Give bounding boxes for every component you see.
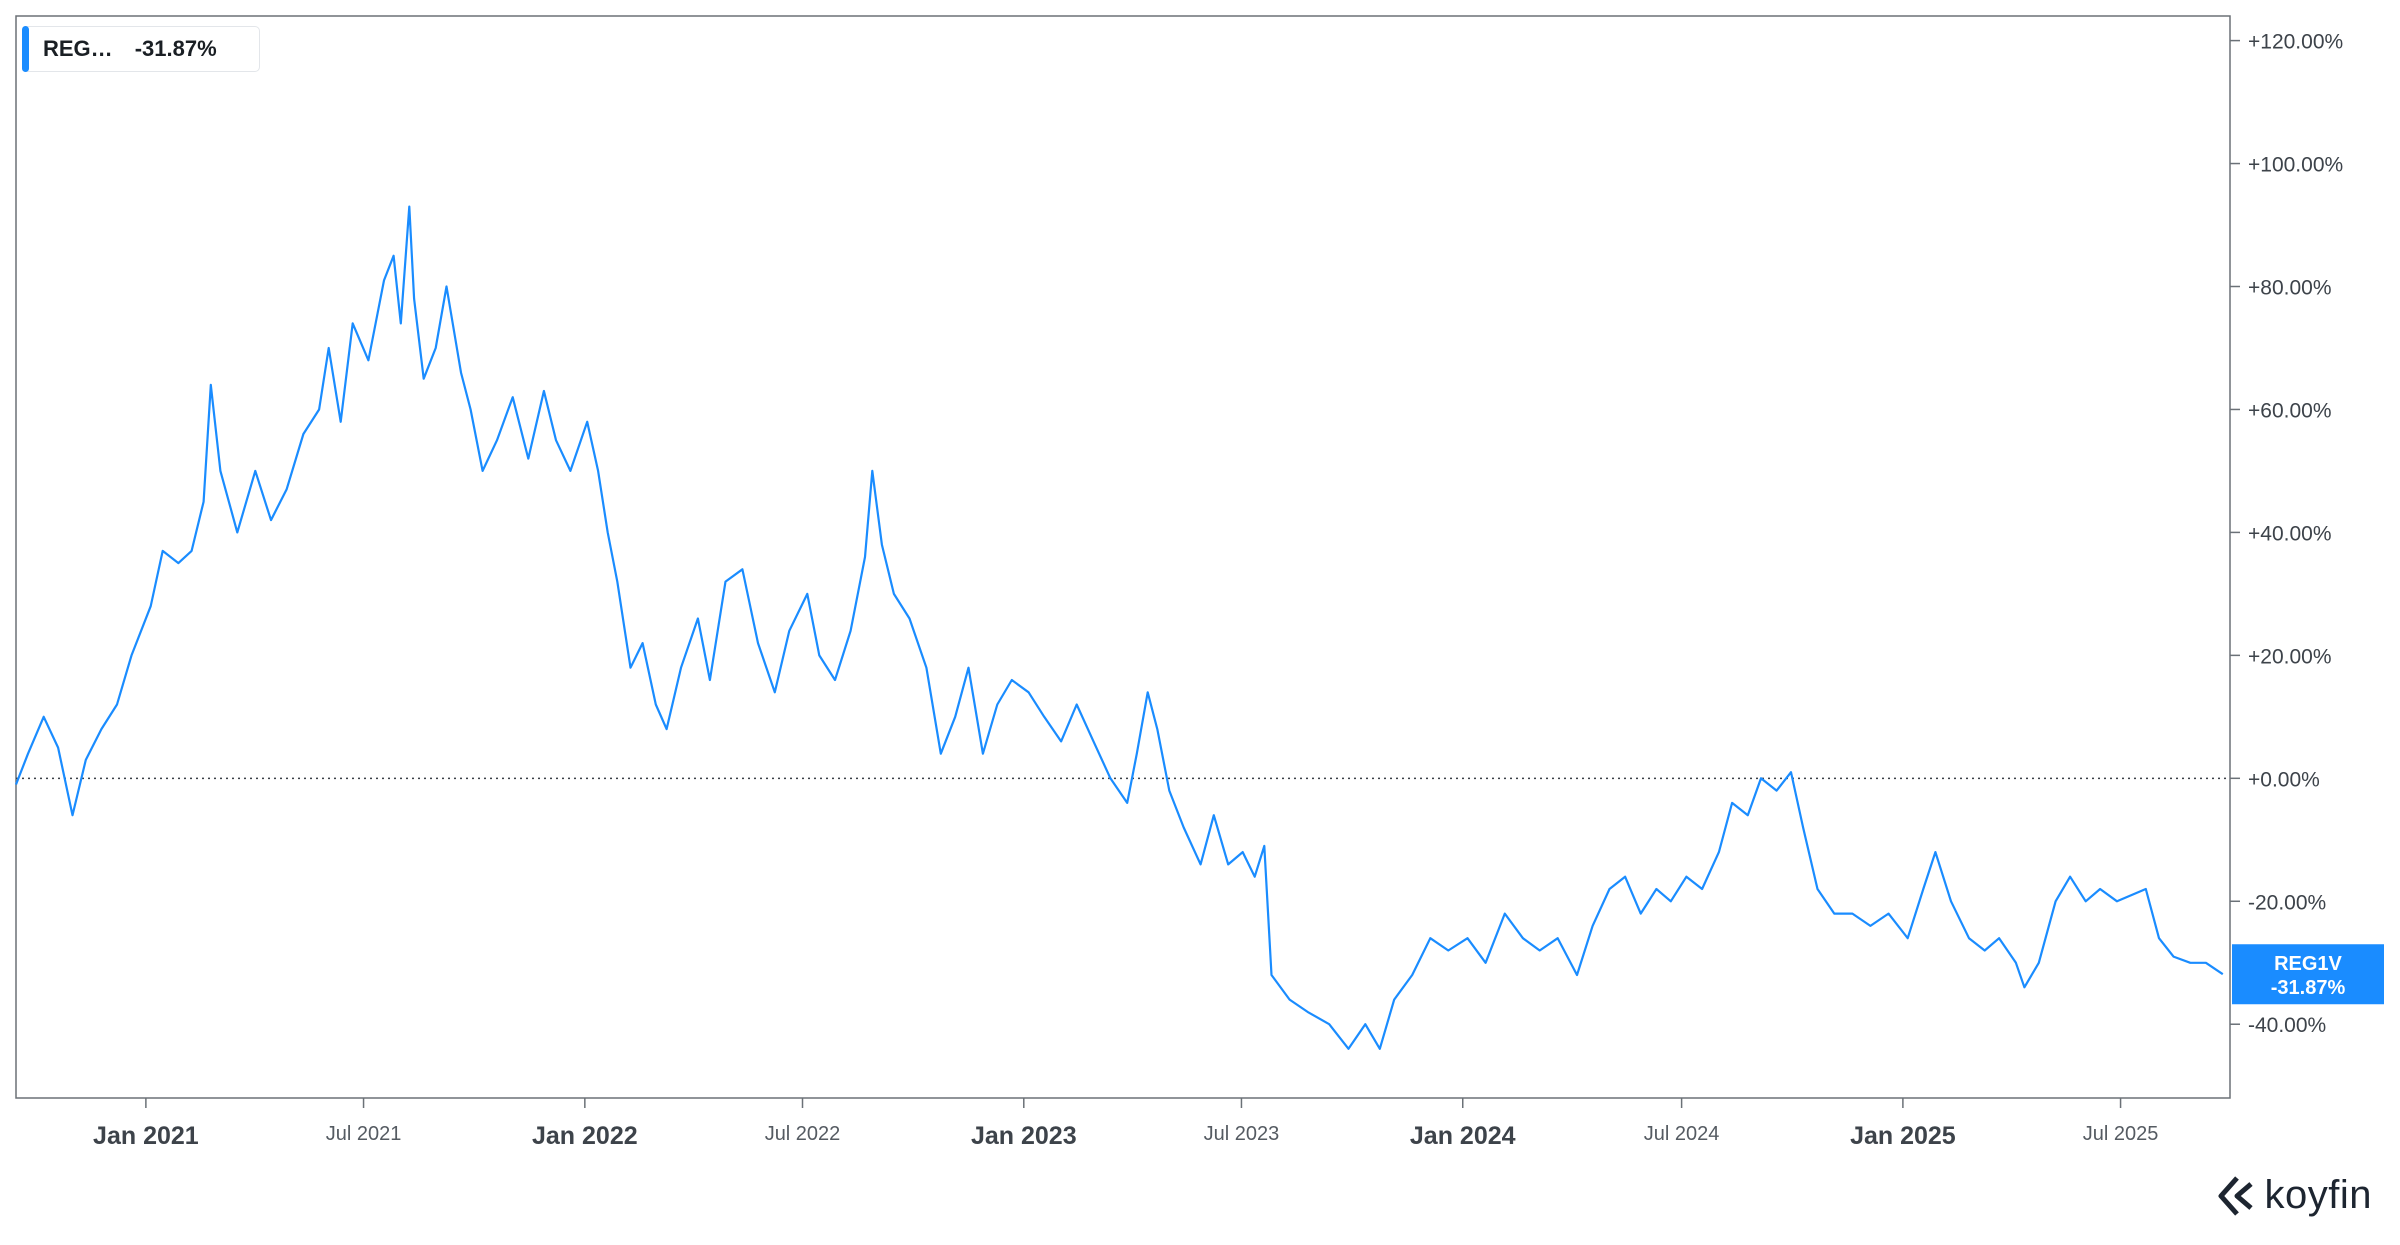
y-tick-label: -40.00% [2248, 1014, 2326, 1037]
x-tick-label: Jul 2022 [765, 1123, 841, 1145]
last-value-badge [2232, 944, 2384, 1005]
x-tick-label: Jul 2024 [1644, 1123, 1720, 1145]
y-tick-label: +40.00% [2248, 522, 2332, 545]
x-tick-label: Jul 2023 [1204, 1123, 1280, 1145]
y-tick-label: +80.00% [2248, 277, 2332, 300]
y-tick-label: +0.00% [2248, 768, 2320, 791]
plot-frame [15, 15, 2231, 1099]
series-line-reg1v [14, 205, 2224, 1050]
y-tick-label: -20.00% [2248, 891, 2326, 914]
koyfin-logo-icon [2218, 1175, 2253, 1216]
legend-chip[interactable]: REG… -31.87% [22, 26, 260, 72]
koyfin-logo: koyfin [2215, 1173, 2373, 1218]
y-tick-label: +100.00% [2248, 154, 2343, 177]
x-tick-label: Jul 2025 [2083, 1123, 2159, 1145]
legend-swatch [22, 26, 29, 72]
y-tick-label: +120.00% [2248, 31, 2343, 54]
koyfin-wordmark: koyfin [2264, 1173, 2372, 1217]
legend-series-name: REG… [43, 36, 113, 61]
y-tick-label: +20.00% [2248, 645, 2332, 668]
legend-series-value: -31.87% [134, 36, 217, 61]
x-tick-label: Jul 2021 [326, 1123, 402, 1145]
last-value-ticker: REG1V [2274, 953, 2342, 975]
x-tick-label: Jan 2024 [1410, 1122, 1516, 1150]
x-tick-label: Jan 2025 [1850, 1122, 1956, 1150]
x-tick-label: Jan 2023 [971, 1122, 1077, 1150]
y-tick-label: +60.00% [2248, 399, 2332, 422]
x-tick-label: Jan 2021 [93, 1122, 199, 1150]
x-tick-label: Jan 2022 [532, 1122, 638, 1150]
last-value-percent: -31.87% [2271, 977, 2346, 999]
